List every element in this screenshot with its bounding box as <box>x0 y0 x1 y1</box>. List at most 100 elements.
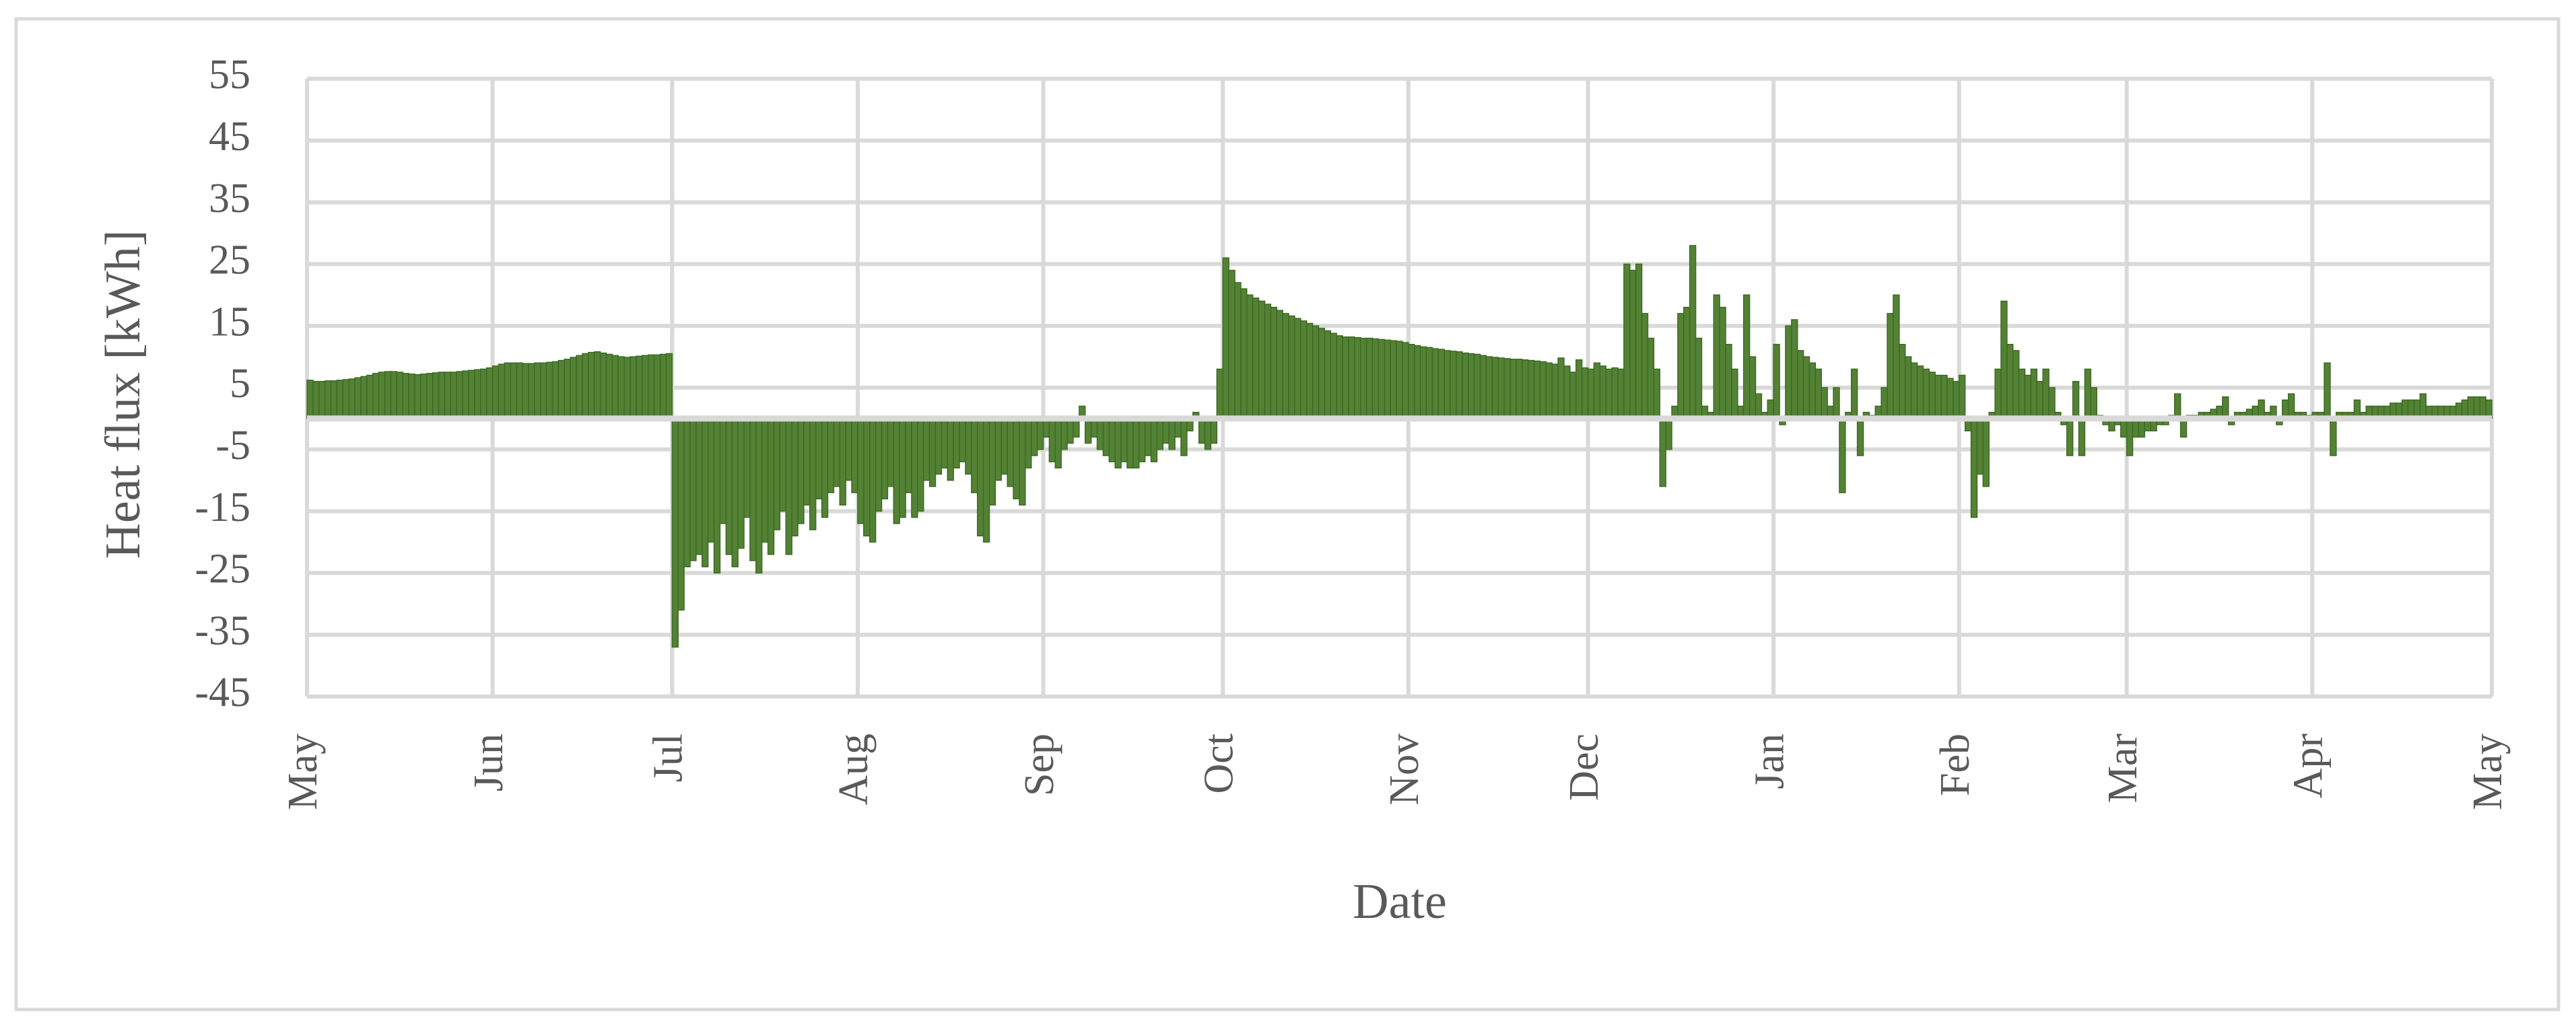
bar <box>1593 362 1601 419</box>
bar <box>348 378 355 419</box>
bar <box>1054 418 1062 469</box>
bar <box>420 374 428 419</box>
bar <box>570 357 577 419</box>
bar <box>988 418 996 506</box>
bar <box>1222 257 1229 419</box>
bar <box>1899 343 1906 419</box>
bar <box>1982 418 1990 487</box>
bar <box>1575 359 1583 419</box>
bar <box>1910 362 1918 419</box>
bar <box>366 374 374 419</box>
bar <box>1785 325 1792 419</box>
bar <box>755 418 763 574</box>
bar <box>1013 418 1020 499</box>
bar <box>1210 418 1218 444</box>
bar <box>623 357 631 419</box>
bar <box>1306 322 1314 419</box>
x-tick-label: Sep <box>1017 734 1062 796</box>
bar <box>1108 418 1116 462</box>
bar <box>1647 337 1655 419</box>
y-tick-label: -45 <box>195 670 250 715</box>
bars <box>306 245 2493 648</box>
bar <box>1437 349 1445 419</box>
bar <box>2174 393 2181 419</box>
bar <box>1497 357 1505 419</box>
bar <box>2036 381 2043 419</box>
bar <box>539 362 547 419</box>
x-tick-label: Dec <box>1561 734 1607 801</box>
x-tick-label: Jul <box>646 734 691 782</box>
bar <box>779 418 786 512</box>
bar <box>2287 393 2295 419</box>
bar <box>510 362 517 419</box>
bar <box>671 418 679 648</box>
bar <box>1856 418 1864 456</box>
bar <box>1007 418 1014 487</box>
bar <box>833 418 840 487</box>
bar <box>1821 387 1828 419</box>
bar <box>630 356 637 419</box>
bar <box>2048 387 2056 419</box>
bar <box>1144 418 1152 456</box>
bar <box>713 418 721 574</box>
bar <box>593 351 601 419</box>
bar <box>2126 418 2134 456</box>
bar <box>1922 368 1930 419</box>
y-tick-label: 15 <box>209 299 250 345</box>
bar <box>312 381 320 419</box>
bar <box>2078 418 2086 456</box>
bar <box>761 418 769 543</box>
bar <box>696 418 703 555</box>
bar <box>1456 351 1463 419</box>
bar <box>659 353 667 419</box>
bar <box>1102 418 1110 456</box>
bar <box>456 371 463 419</box>
bar <box>480 368 487 419</box>
bar <box>1048 418 1056 462</box>
bar <box>1815 368 1823 419</box>
bar <box>1419 346 1427 419</box>
bar <box>797 418 805 524</box>
bar <box>414 374 421 419</box>
bar <box>1036 418 1044 450</box>
bar <box>1330 332 1337 419</box>
bar <box>426 373 434 419</box>
bar <box>976 418 984 537</box>
bar <box>1569 371 1577 419</box>
bar <box>1773 343 1780 419</box>
bar <box>492 365 500 419</box>
bar <box>1473 353 1481 419</box>
bar <box>1893 294 1900 419</box>
bar <box>653 354 661 419</box>
bar <box>1390 340 1397 419</box>
bar <box>1587 368 1595 419</box>
bar <box>922 418 930 481</box>
bar <box>1168 418 1176 450</box>
bar <box>1689 245 1697 419</box>
bar <box>1557 357 1565 419</box>
bar <box>1342 336 1349 419</box>
bar <box>557 359 566 419</box>
bar <box>2090 387 2097 419</box>
bar <box>869 418 877 543</box>
bar <box>1126 418 1134 469</box>
bar <box>1365 337 1374 419</box>
y-tick-label: -25 <box>195 546 250 592</box>
bar <box>725 418 733 555</box>
bar <box>2012 350 2020 419</box>
bar <box>1228 269 1235 419</box>
bar <box>719 418 727 524</box>
bar <box>474 369 481 419</box>
bar <box>2419 393 2427 419</box>
bar <box>342 379 349 419</box>
bar <box>534 362 541 419</box>
bar <box>905 418 912 493</box>
bar <box>1282 313 1289 419</box>
bar <box>2084 368 2092 419</box>
bar <box>899 418 906 518</box>
bar <box>1510 359 1517 419</box>
bar <box>444 371 452 419</box>
bar <box>928 418 937 487</box>
bar <box>1713 294 1720 419</box>
bar <box>599 352 607 419</box>
